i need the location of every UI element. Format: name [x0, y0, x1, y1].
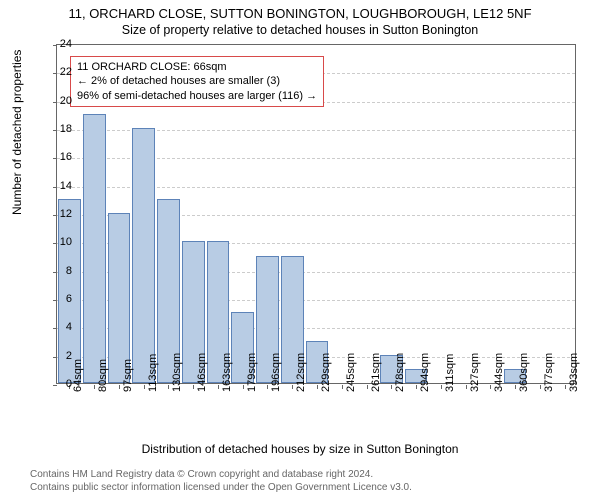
x-tick-label: 344sqm — [493, 353, 505, 392]
x-tick-label: 146sqm — [196, 353, 208, 392]
x-tick-label: 393sqm — [568, 353, 580, 392]
x-tick-mark — [391, 385, 392, 389]
x-tick-label: 278sqm — [394, 353, 406, 392]
y-tick-label: 0 — [44, 378, 72, 390]
y-tick-label: 22 — [44, 66, 72, 78]
x-tick-mark — [218, 385, 219, 389]
x-tick-label: 261sqm — [370, 353, 382, 392]
title-main: 11, ORCHARD CLOSE, SUTTON BONINGTON, LOU… — [0, 0, 600, 21]
y-tick-label: 12 — [44, 208, 72, 220]
y-tick-label: 2 — [44, 350, 72, 362]
x-tick-label: 97sqm — [122, 359, 134, 392]
x-tick-mark — [515, 385, 516, 389]
x-axis-label: Distribution of detached houses by size … — [0, 442, 600, 456]
bar — [132, 128, 155, 383]
x-tick-mark — [267, 385, 268, 389]
y-tick-label: 16 — [44, 151, 72, 163]
x-tick-mark — [94, 385, 95, 389]
annotation-box: 11 ORCHARD CLOSE: 66sqm ← 2% of detached… — [70, 56, 324, 107]
annotation-line-3: 96% of semi-detached houses are larger (… — [77, 89, 317, 103]
y-tick-label: 6 — [44, 293, 72, 305]
x-tick-mark — [540, 385, 541, 389]
y-tick-label: 20 — [44, 95, 72, 107]
x-tick-label: 163sqm — [221, 353, 233, 392]
annotation-line-1: 11 ORCHARD CLOSE: 66sqm — [77, 60, 317, 74]
x-tick-label: 64sqm — [72, 359, 84, 392]
x-tick-mark — [317, 385, 318, 389]
footer: Contains HM Land Registry data © Crown c… — [30, 468, 412, 494]
x-tick-label: 113sqm — [147, 354, 159, 392]
x-tick-mark — [441, 385, 442, 389]
x-tick-label: 294sqm — [419, 353, 431, 392]
x-tick-label: 229sqm — [320, 353, 332, 392]
x-tick-label: 196sqm — [270, 353, 282, 392]
x-tick-mark — [292, 385, 293, 389]
y-tick-label: 8 — [44, 265, 72, 277]
x-tick-label: 327sqm — [469, 353, 481, 392]
x-tick-label: 377sqm — [543, 353, 555, 392]
x-tick-mark — [119, 385, 120, 389]
x-tick-label: 130sqm — [171, 353, 183, 392]
x-tick-mark — [416, 385, 417, 389]
x-tick-label: 80sqm — [97, 359, 109, 392]
annotation-line-2: ← 2% of detached houses are smaller (3) — [77, 74, 317, 88]
x-tick-mark — [243, 385, 244, 389]
footer-line-1: Contains HM Land Registry data © Crown c… — [30, 468, 412, 481]
y-tick-label: 14 — [44, 180, 72, 192]
y-tick-label: 24 — [44, 38, 72, 50]
x-tick-mark — [342, 385, 343, 389]
x-tick-mark — [367, 385, 368, 389]
title-sub: Size of property relative to detached ho… — [0, 21, 600, 37]
x-tick-mark — [490, 385, 491, 389]
x-tick-mark — [168, 385, 169, 389]
x-tick-label: 245sqm — [345, 353, 357, 392]
footer-line-2: Contains public sector information licen… — [30, 481, 412, 494]
bar — [108, 213, 131, 383]
y-axis-label: Number of detached properties — [10, 50, 24, 215]
x-tick-mark — [466, 385, 467, 389]
y-tick-label: 10 — [44, 236, 72, 248]
x-tick-label: 212sqm — [295, 353, 307, 392]
y-tick-label: 4 — [44, 321, 72, 333]
x-tick-mark — [193, 385, 194, 389]
y-tick-label: 18 — [44, 123, 72, 135]
x-tick-label: 179sqm — [246, 353, 258, 392]
x-tick-label: 311sqm — [444, 354, 456, 392]
bar — [83, 114, 106, 383]
x-tick-label: 360sqm — [518, 353, 530, 392]
x-tick-mark — [144, 385, 145, 389]
x-tick-mark — [565, 385, 566, 389]
